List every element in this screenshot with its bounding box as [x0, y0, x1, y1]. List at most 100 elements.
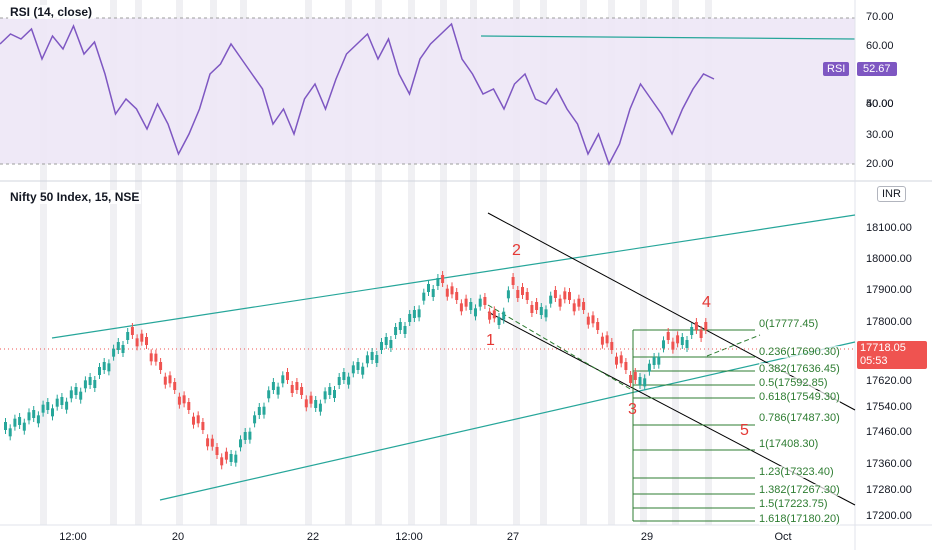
candle-body: [365, 355, 369, 364]
candle-body: [220, 457, 224, 466]
candle-body: [506, 290, 510, 299]
session-band: [608, 0, 615, 525]
rsi-band-fill: [0, 18, 855, 164]
candle-body: [549, 295, 553, 304]
candle-body: [4, 422, 7, 430]
time-axis-label: 29: [640, 531, 654, 543]
candle-body: [281, 375, 285, 384]
candle-body: [121, 345, 125, 353]
price-axis-tick: 17460.00: [866, 426, 912, 438]
candle-body: [600, 336, 604, 345]
candle-body: [206, 438, 210, 447]
fib-extension-tool[interactable]: [632, 329, 755, 522]
candle-body: [323, 391, 327, 400]
candle-body: [140, 333, 144, 342]
session-band: [408, 0, 415, 525]
candle-body: [102, 362, 106, 370]
candle-body: [657, 356, 661, 365]
candle-body: [135, 338, 139, 347]
candle-body: [173, 382, 177, 390]
rsi-axis-tick: 50.00: [866, 98, 894, 110]
candle-body: [262, 406, 266, 415]
candle-body: [60, 397, 64, 405]
lower-channel-line[interactable]: [159, 341, 856, 501]
candle-body: [267, 390, 271, 399]
rsi-indicator-label[interactable]: RSI (14, close): [8, 5, 95, 19]
candle-body: [690, 327, 694, 335]
fib-level-label: 0.786(17487.30): [759, 412, 840, 424]
session-band: [210, 0, 217, 525]
session-band: [40, 0, 47, 525]
candle-body: [370, 352, 374, 360]
candle-body: [615, 356, 618, 365]
wave-label-4[interactable]: 4: [702, 294, 711, 311]
candle-body: [333, 390, 336, 398]
candle-body: [342, 372, 346, 380]
candle-body: [22, 422, 26, 431]
candle-body: [525, 292, 529, 300]
session-band: [513, 0, 520, 525]
rsi-trendline[interactable]: [480, 35, 856, 40]
candle-body: [88, 377, 92, 385]
candle-body: [243, 432, 247, 440]
candle-body: [436, 278, 440, 286]
candle-body: [79, 391, 83, 400]
fib-level-label: 1.382(17267.30): [759, 484, 840, 496]
wave-dashed-1: [487, 304, 633, 391]
candle-body: [492, 310, 496, 319]
candle-body: [685, 340, 689, 348]
candle-body: [544, 309, 548, 318]
candle-body: [511, 277, 515, 285]
fib-level-label: 0.236(17690.30): [759, 346, 840, 358]
candle-body: [502, 311, 506, 320]
candle-body: [32, 410, 36, 418]
candle-body: [619, 355, 623, 364]
price-axis-tick: 18100.00: [866, 222, 912, 234]
candle-body: [351, 365, 355, 374]
price-series-label[interactable]: Nifty 50 Index, 15, NSE: [8, 190, 142, 204]
candle-body: [295, 382, 299, 390]
time-axis-label: 22: [306, 531, 320, 543]
candle-body: [671, 341, 675, 350]
wave-label-1[interactable]: 1: [486, 332, 495, 349]
candle-body: [286, 372, 289, 380]
candle-body: [398, 322, 402, 330]
candle-body: [187, 402, 191, 410]
price-axis-tick: 17900.00: [866, 284, 912, 296]
candle-body: [51, 408, 54, 417]
wave-label-5[interactable]: 5: [740, 422, 749, 439]
candle-body: [647, 363, 651, 372]
candle-body: [276, 386, 280, 395]
candle-body: [356, 362, 360, 370]
candle-body: [234, 454, 238, 463]
upper-channel-line[interactable]: [51, 214, 856, 339]
candle-body: [314, 400, 318, 408]
rsi-axis-tick: 40.00: [866, 98, 894, 110]
candle-body: [441, 275, 445, 283]
candle-body: [347, 376, 351, 385]
fib-level-label: 1.618(17180.20): [759, 513, 840, 525]
candle-body: [112, 348, 116, 357]
candle-body: [201, 422, 205, 430]
time-axis-label: 12:00: [395, 531, 423, 543]
session-band: [176, 0, 183, 525]
last-price-value: 17718.05: [860, 342, 906, 354]
candle-body: [300, 387, 304, 395]
candle-body: [380, 342, 383, 350]
candle-body: [93, 380, 97, 388]
currency-button[interactable]: INR: [877, 186, 906, 202]
candle-body: [459, 303, 463, 312]
bar-countdown: 05:53: [860, 355, 888, 367]
candle-body: [337, 377, 341, 385]
wave-label-2[interactable]: 2: [512, 242, 521, 259]
wave-label-3[interactable]: 3: [628, 401, 637, 418]
session-band: [305, 0, 312, 525]
candle-body: [65, 401, 69, 410]
candle-body: [582, 302, 586, 310]
candle-body: [18, 417, 22, 425]
rsi-name-badge: RSI: [823, 62, 850, 76]
time-axis-label: Oct: [774, 531, 792, 543]
candle-body: [629, 375, 633, 383]
time-axis-label: 12:00: [59, 531, 87, 543]
